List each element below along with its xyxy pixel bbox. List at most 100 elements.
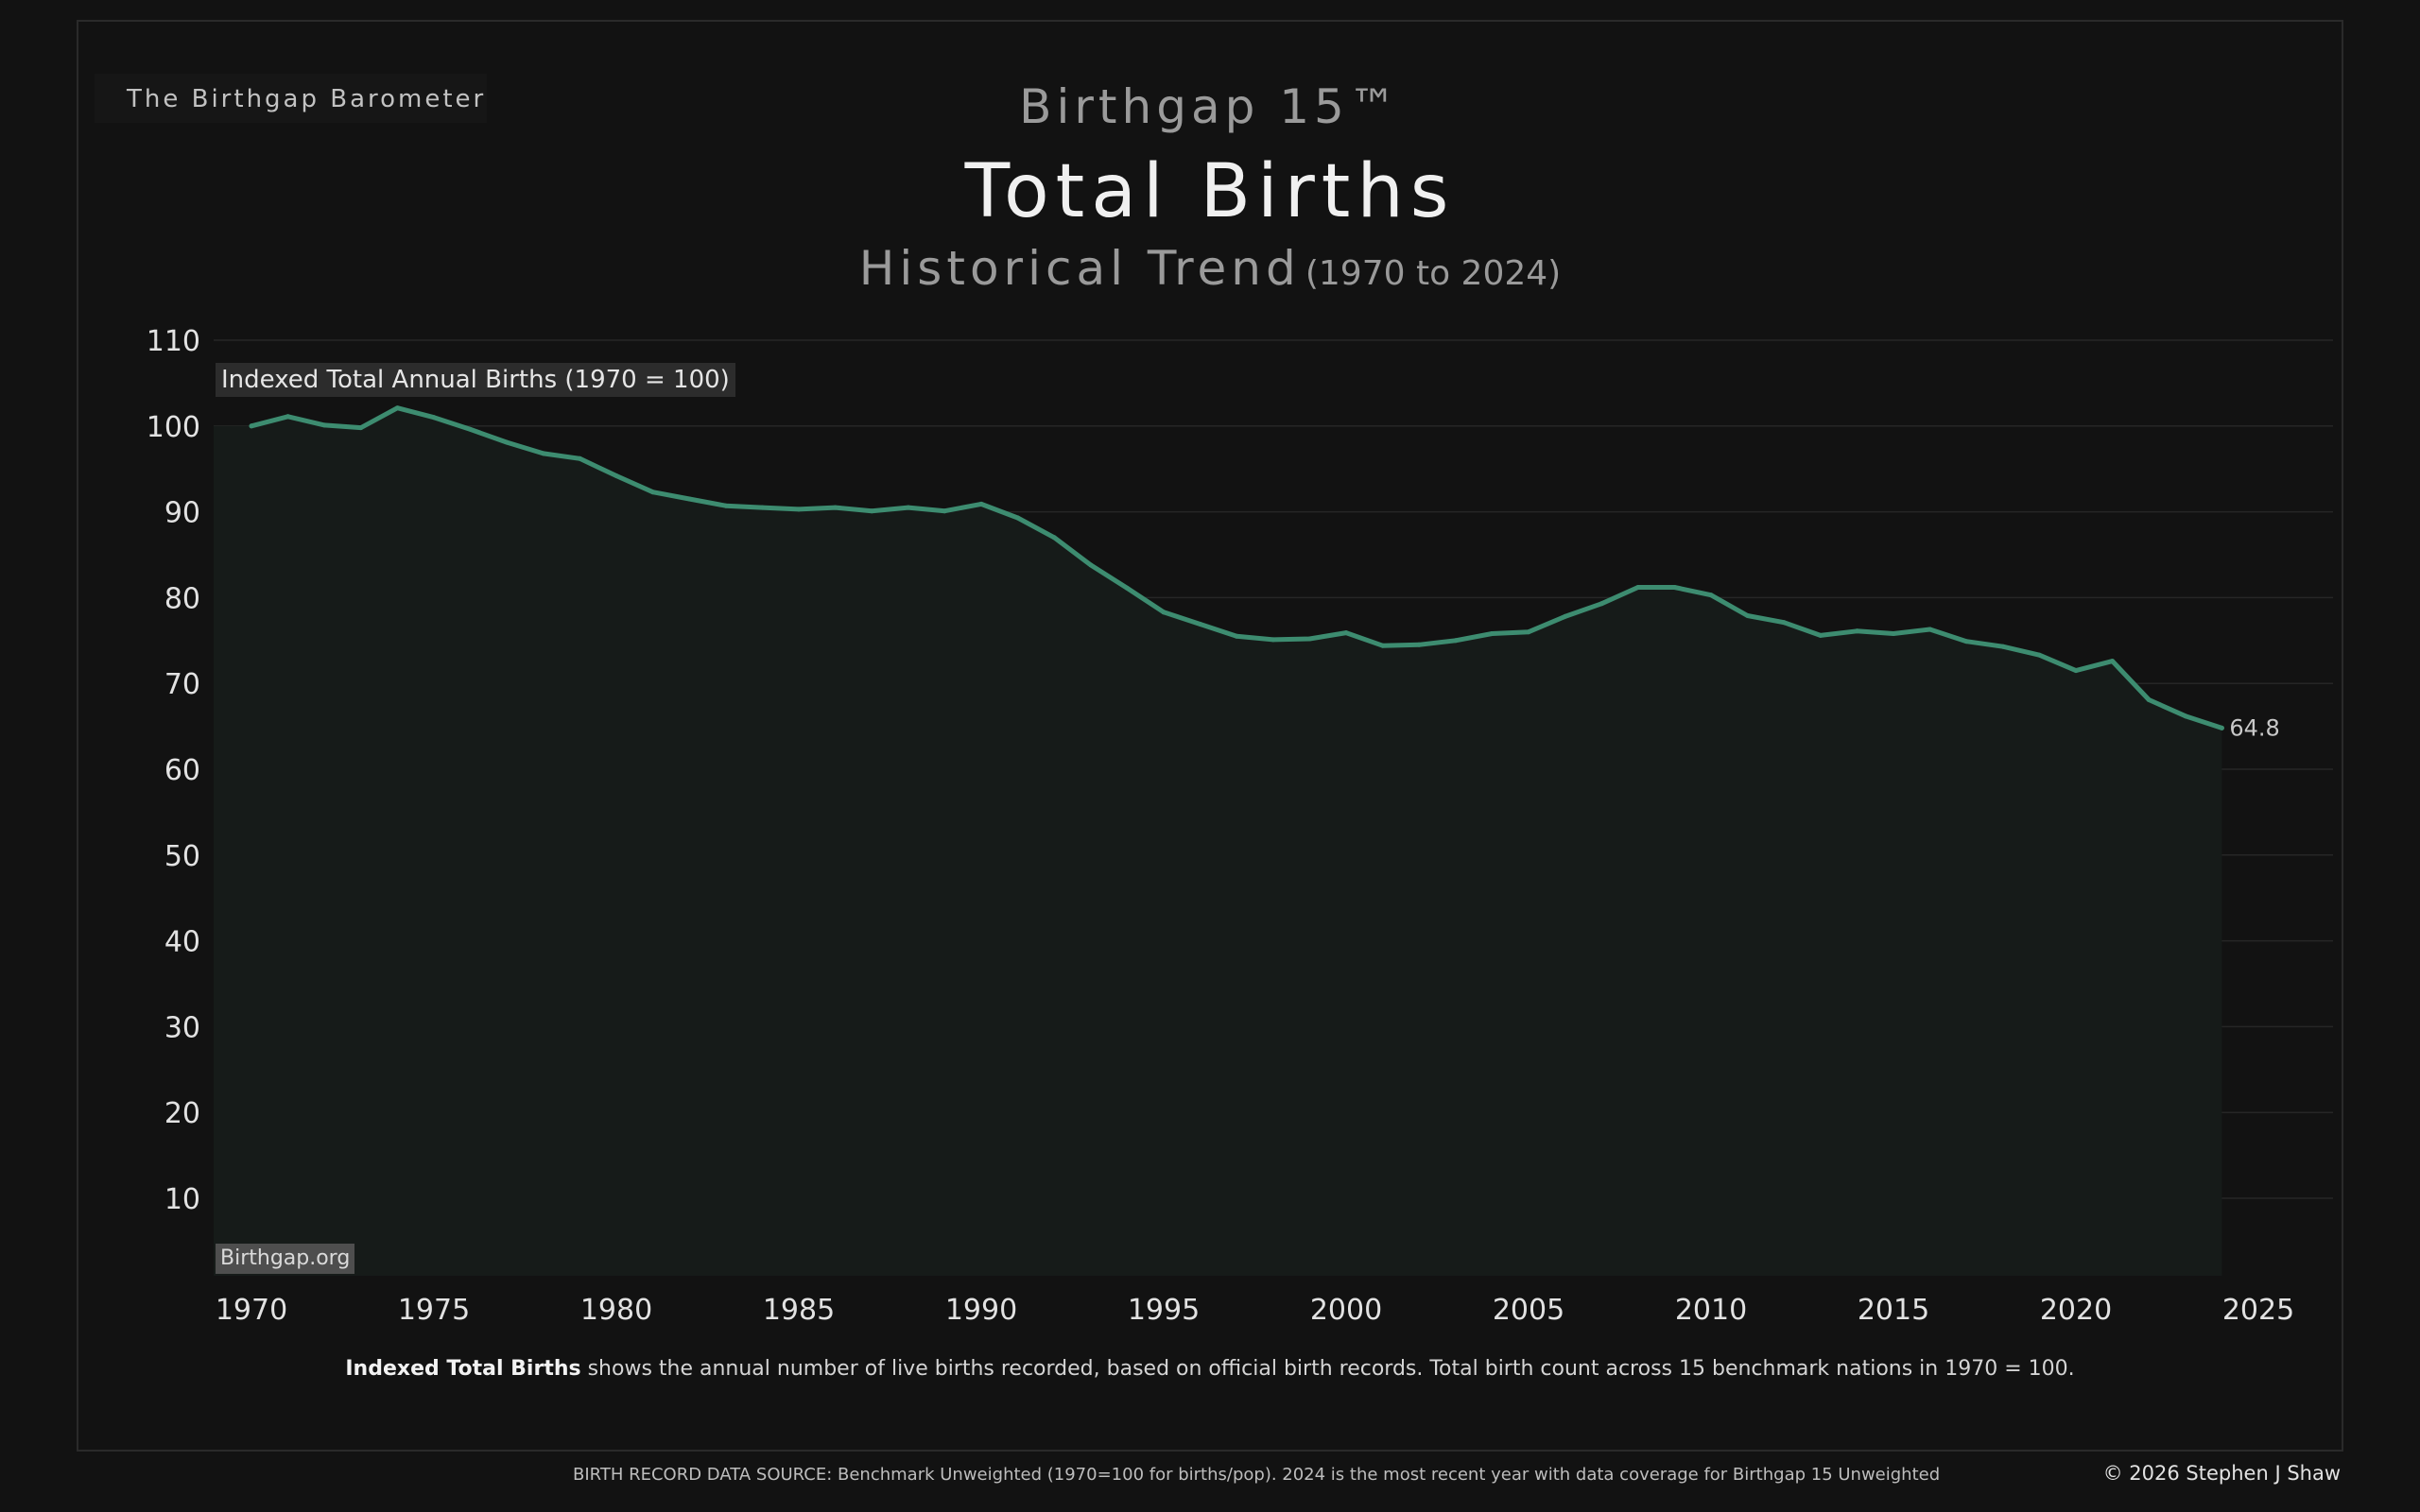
data-point-2011: [1745, 613, 1751, 618]
data-point-2000: [1343, 630, 1349, 636]
data-point-1981: [650, 490, 656, 495]
data-point-2017: [1963, 639, 1969, 644]
data-point-2007: [1599, 601, 1604, 607]
y-axis-label: Indexed Total Annual Births (1970 = 100): [216, 363, 735, 397]
data-point-1999: [1306, 636, 1312, 642]
data-point-2015: [1891, 631, 1896, 636]
x-axis-ticks: 1970 1975 1980 1985 1990 1995 2000 2005 2010 2015…: [216, 1294, 2294, 1327]
x-tick-label: 1975: [398, 1294, 470, 1327]
data-point-1979: [577, 455, 582, 461]
x-tick-label: 2000: [1310, 1294, 1382, 1327]
x-tick-label: 2020: [2040, 1294, 2112, 1327]
data-point-1991: [1015, 515, 1021, 521]
x-tick-label: 1980: [580, 1294, 652, 1327]
data-point-2018: [2000, 644, 2006, 649]
x-tick-label: 1970: [216, 1294, 287, 1327]
data-point-2001: [1380, 643, 1386, 648]
data-point-1992: [1051, 535, 1057, 541]
data-point-2008: [1635, 585, 1641, 590]
end-value-label: 64.8: [2229, 714, 2279, 741]
data-point-1983: [723, 503, 729, 508]
x-tick-label: 2025: [2222, 1294, 2294, 1327]
data-point-1988: [906, 505, 911, 510]
x-tick-label: 2010: [1675, 1294, 1747, 1327]
watermark: Birthgap.org: [216, 1244, 355, 1274]
data-point-1980: [614, 473, 619, 478]
caption-rest: shows the annual number of live births r…: [580, 1357, 2075, 1381]
chart-caption: Indexed Total Births shows the annual nu…: [0, 1357, 2420, 1381]
data-point-2005: [1526, 629, 1531, 635]
y-tick-label: 100: [147, 411, 200, 444]
copyright: © 2026 Stephen J Shaw: [2102, 1462, 2341, 1485]
y-tick-label: 60: [164, 754, 200, 787]
data-point-1984: [759, 505, 765, 510]
brand-box: [95, 74, 487, 123]
data-point-1973: [358, 425, 364, 431]
y-tick-label: 20: [164, 1097, 200, 1130]
y-tick-label: 10: [164, 1183, 200, 1216]
data-point-1996: [1198, 622, 1203, 627]
y-tick-label: 110: [147, 325, 200, 358]
chart-supertitle: Birthgap 15™: [1019, 79, 1401, 134]
data-point-1974: [394, 405, 400, 411]
chart-title: Total Births: [964, 149, 1456, 234]
y-tick-label: 70: [164, 668, 200, 701]
data-point-1977: [504, 439, 510, 445]
y-axis-ticks: 10 20 30 40 50 60 70 80 90 100 110: [147, 325, 200, 1216]
data-point-2012: [1781, 620, 1787, 626]
data-point-1986: [833, 505, 838, 510]
data-point-2023: [2183, 713, 2188, 719]
x-tick-label: 2015: [1858, 1294, 1929, 1327]
y-tick-label: 40: [164, 926, 200, 959]
data-point-2004: [1489, 631, 1495, 636]
y-tick-label: 50: [164, 840, 200, 873]
data-point-1995: [1161, 610, 1167, 615]
x-tick-label: 1990: [945, 1294, 1017, 1327]
data-point-2021: [2110, 659, 2116, 664]
data-point-2022: [2146, 697, 2152, 702]
data-point-1972: [321, 422, 327, 428]
chart-frame: [77, 20, 2343, 1452]
x-tick-label: 1985: [763, 1294, 835, 1327]
data-point-1998: [1270, 637, 1276, 643]
data-point-1994: [1124, 585, 1130, 591]
data-point-1993: [1088, 562, 1094, 568]
data-point-1982: [686, 496, 692, 502]
data-point-2019: [2036, 652, 2042, 658]
data-point-2006: [1563, 613, 1568, 619]
data-source-note: BIRTH RECORD DATA SOURCE: Benchmark Unwe…: [573, 1465, 1941, 1485]
x-tick-label: 1995: [1128, 1294, 1200, 1327]
brand-label: The Birthgap Barometer: [127, 85, 487, 113]
data-point-1990: [978, 501, 984, 507]
data-point-2010: [1708, 593, 1714, 598]
data-point-2002: [1416, 642, 1422, 647]
data-point-1971: [285, 414, 291, 420]
data-point-2009: [1671, 585, 1677, 590]
data-point-1997: [1234, 633, 1239, 639]
y-tick-label: 80: [164, 582, 200, 615]
subtitle-main: Historical Trend: [858, 241, 1301, 296]
data-point-1978: [541, 451, 546, 456]
data-point-2003: [1453, 638, 1459, 644]
y-tick-label: 30: [164, 1011, 200, 1044]
data-point-1987: [869, 508, 874, 514]
data-point-2014: [1854, 628, 1859, 634]
data-point-1989: [942, 508, 947, 514]
chart-subtitle: Historical Trend (1970 to 2024): [0, 241, 2420, 296]
data-point-2024: [2219, 725, 2224, 730]
caption-bold: Indexed Total Births: [345, 1357, 581, 1381]
x-tick-label: 2005: [1493, 1294, 1564, 1327]
data-points: [249, 405, 2224, 730]
data-point-2013: [1818, 632, 1824, 638]
data-point-1985: [796, 507, 802, 512]
data-point-1975: [431, 415, 437, 421]
y-tick-label: 90: [164, 497, 200, 530]
data-point-1976: [468, 426, 474, 432]
data-point-1970: [249, 423, 254, 429]
data-point-2020: [2073, 668, 2079, 674]
subtitle-range: (1970 to 2024): [1305, 254, 1562, 293]
data-point-2016: [1927, 627, 1933, 632]
area-fill: [214, 407, 2222, 1276]
